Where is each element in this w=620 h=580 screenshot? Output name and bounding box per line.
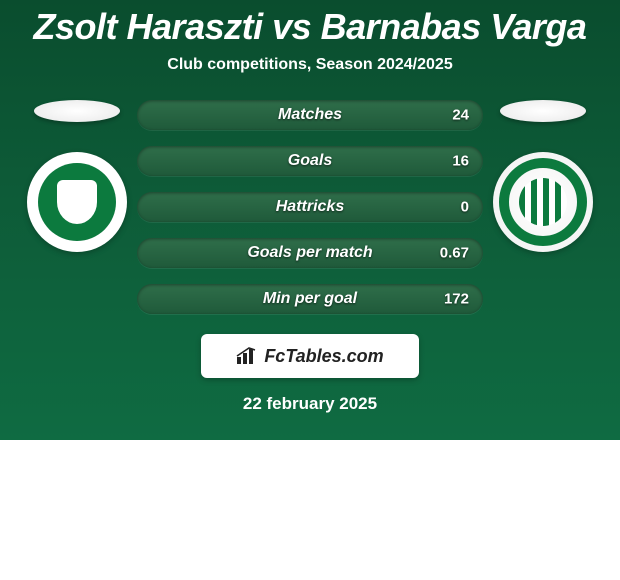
comparison-hero: Zsolt Haraszti vs Barnabas Varga Club co… — [0, 0, 620, 440]
stat-label: Min per goal — [263, 290, 357, 308]
stat-label: Matches — [278, 106, 342, 124]
club-crest-left-inner — [38, 163, 116, 241]
page-subtitle: Club competitions, Season 2024/2025 — [167, 56, 452, 74]
shield-icon — [57, 180, 97, 224]
stat-bar-min-per-goal: Min per goal 172 — [137, 284, 483, 314]
crest-ring-icon — [499, 158, 587, 246]
brand-link[interactable]: FcTables.com — [201, 334, 419, 378]
stat-label: Goals — [288, 152, 332, 170]
stat-right-value: 0 — [461, 199, 469, 216]
stat-label: Hattricks — [276, 198, 344, 216]
stat-right-value: 0.67 — [440, 245, 469, 262]
stat-right-value: 16 — [452, 153, 469, 170]
stat-label: Goals per match — [247, 244, 372, 262]
player-right-column — [493, 100, 593, 252]
brand-label: FcTables.com — [264, 346, 383, 367]
flag-left — [34, 100, 120, 122]
stats-column: Matches 24 Goals 16 Hattricks 0 Goals pe… — [137, 100, 483, 314]
stat-bar-matches: Matches 24 — [137, 100, 483, 130]
flag-right — [500, 100, 586, 122]
stat-bar-hattricks: Hattricks 0 — [137, 192, 483, 222]
club-crest-left — [27, 152, 127, 252]
stat-right-value: 24 — [452, 107, 469, 124]
stat-bar-goals: Goals 16 — [137, 146, 483, 176]
bar-chart-icon — [236, 347, 258, 365]
page-title: Zsolt Haraszti vs Barnabas Varga — [34, 6, 587, 48]
footer-date: 22 february 2025 — [243, 394, 377, 414]
main-row: Matches 24 Goals 16 Hattricks 0 Goals pe… — [0, 100, 620, 314]
club-crest-right — [493, 152, 593, 252]
stat-right-value: 172 — [444, 291, 469, 308]
player-left-column — [27, 100, 127, 252]
stat-bar-goals-per-match: Goals per match 0.67 — [137, 238, 483, 268]
